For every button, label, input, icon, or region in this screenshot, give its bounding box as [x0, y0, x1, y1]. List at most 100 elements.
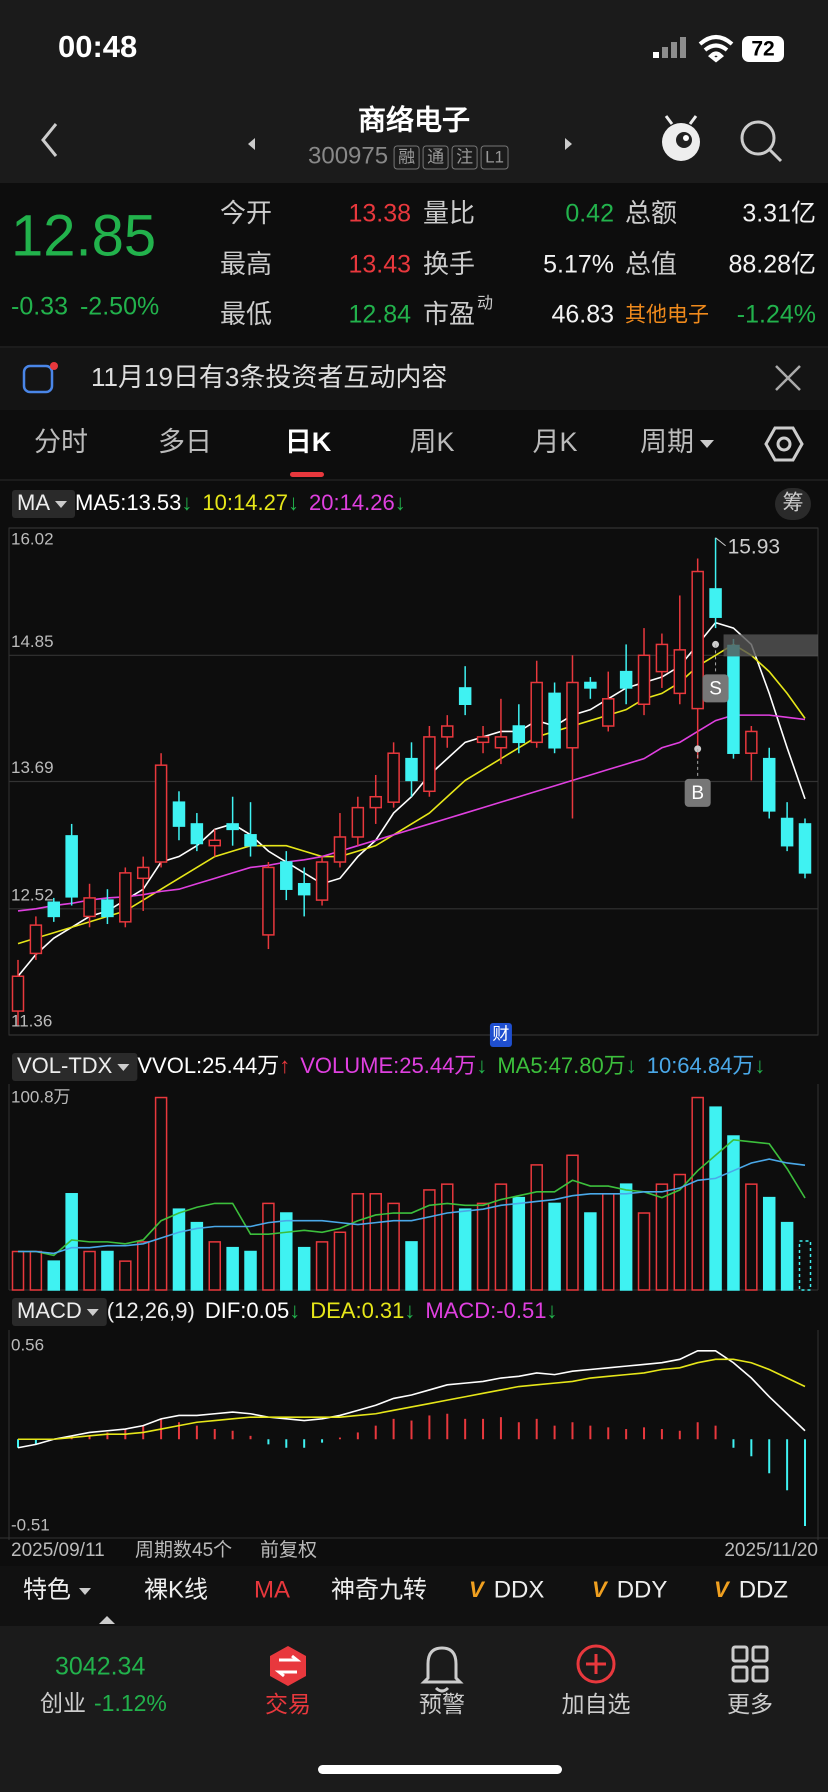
volume-bar — [11, 1250, 25, 1291]
stock-tag-box — [451, 145, 478, 170]
candle-body — [405, 757, 418, 782]
volume-bar — [530, 1164, 543, 1291]
next-stock[interactable] — [565, 138, 572, 150]
field-value: 46.83 — [551, 301, 614, 329]
signal-icon — [653, 37, 686, 58]
candle-body — [476, 736, 490, 744]
indicator-dropdown[interactable] — [55, 501, 67, 508]
candle-body — [709, 588, 722, 618]
indicator-selector[interactable] — [12, 1053, 138, 1081]
mascot-icon[interactable] — [662, 115, 700, 161]
volume-bar — [262, 1202, 275, 1291]
volume-bar — [745, 1183, 758, 1291]
indicator-line — [18, 1358, 806, 1441]
start-date: 2025/09/11 — [11, 1540, 105, 1561]
tool[interactable]: DDZ — [739, 1576, 788, 1603]
field-value: 88.28亿 — [728, 251, 816, 279]
field-value: -1.24% — [737, 301, 816, 329]
volume-bar — [584, 1212, 597, 1291]
price-change-pct: -2.50% — [80, 293, 159, 321]
volume-bar — [780, 1221, 794, 1291]
volume-bar — [333, 1231, 347, 1291]
candle-body — [101, 899, 114, 918]
search-button[interactable] — [740, 120, 783, 163]
volume-bar — [512, 1196, 526, 1291]
candle-body — [798, 823, 812, 874]
home-indicator — [318, 1765, 562, 1774]
field-label: 市盈 — [423, 299, 475, 329]
candle-body — [512, 725, 526, 744]
price-highlight — [723, 634, 818, 657]
candle-body — [244, 834, 257, 847]
tab[interactable]: 多日 — [158, 427, 212, 457]
candle-body — [262, 866, 275, 936]
stock-code: 300975 — [308, 142, 388, 169]
volume-bar — [172, 1208, 186, 1291]
volume-bar — [208, 1241, 221, 1291]
wifi-icon — [698, 35, 734, 63]
candle-body — [226, 823, 239, 831]
alert-icon[interactable] — [420, 1646, 464, 1693]
tool[interactable]: 神奇九转 — [331, 1576, 427, 1603]
active-tab-indicator — [290, 472, 324, 477]
tool[interactable]: 裸K线 — [144, 1576, 208, 1603]
field-label: 量比 — [423, 198, 475, 228]
stock-name: 商络电子 — [358, 103, 470, 135]
tab[interactable]: 月K — [532, 427, 577, 457]
candle-body — [423, 736, 436, 793]
chip-button-bg[interactable] — [775, 488, 811, 520]
tool[interactable]: DDX — [494, 1576, 545, 1603]
expand-arrow[interactable] — [99, 1616, 115, 1624]
nav-item[interactable]: 更多 — [727, 1691, 773, 1717]
indicator-selector[interactable] — [12, 490, 75, 518]
candle-body — [619, 670, 633, 689]
indicator-dropdown[interactable] — [117, 1064, 130, 1071]
volume-bar — [673, 1173, 687, 1291]
tab-dropdown[interactable] — [700, 440, 714, 448]
notice-bg — [0, 348, 828, 410]
legend-label: MA5:47.80万 — [497, 1053, 625, 1078]
volume-bar — [280, 1212, 293, 1291]
tool[interactable]: 特色 — [23, 1576, 71, 1603]
stock-tag: 通 — [427, 147, 444, 166]
field-value: 5.17% — [543, 251, 614, 279]
indicator-dropdown[interactable] — [86, 1309, 99, 1316]
close-notice[interactable] — [775, 365, 801, 391]
y-tick-label: 0.56 — [11, 1335, 44, 1354]
candle-body — [83, 897, 96, 918]
tab[interactable]: 周期 — [640, 427, 694, 457]
nav-item[interactable]: 交易 — [265, 1691, 311, 1717]
y-tick-label: -0.51 — [11, 1515, 50, 1534]
prev-stock[interactable] — [248, 138, 255, 150]
max-price-label: 15.93 — [728, 535, 781, 558]
indicator-title: MACD — [17, 1298, 82, 1323]
price-change: -0.33 — [11, 293, 68, 321]
legend-label: DEA:0.31 — [310, 1298, 404, 1323]
news-badge[interactable] — [489, 1023, 512, 1047]
more-icon[interactable] — [731, 1645, 769, 1683]
candle-body — [745, 730, 758, 754]
trade-icon[interactable] — [270, 1646, 306, 1686]
tab[interactable]: 分时 — [34, 427, 88, 457]
legend-arrow: ↓ — [404, 1298, 415, 1323]
candle-body — [369, 795, 382, 809]
nav-item[interactable]: 预警 — [419, 1691, 465, 1717]
candle-body — [441, 725, 454, 738]
add-watch-icon[interactable] — [576, 1644, 616, 1684]
tab[interactable]: 周K — [409, 427, 454, 457]
nav-item[interactable]: 加自选 — [562, 1691, 631, 1717]
volume-bar — [387, 1202, 400, 1291]
tool[interactable]: DDY — [617, 1576, 668, 1603]
settings-button[interactable] — [764, 426, 804, 462]
indicator-selector[interactable] — [12, 1298, 107, 1326]
tool-dropdown[interactable] — [79, 1588, 91, 1595]
volume-bar — [655, 1183, 669, 1291]
legend-arrow: ↑ — [279, 1053, 290, 1078]
volume-bar — [494, 1183, 508, 1291]
tool[interactable]: MA — [254, 1576, 290, 1603]
legend-arrow: ↓ — [626, 1053, 637, 1078]
volume-bar — [369, 1193, 382, 1291]
tab[interactable]: 日K — [285, 427, 332, 457]
back-button[interactable] — [41, 123, 58, 157]
